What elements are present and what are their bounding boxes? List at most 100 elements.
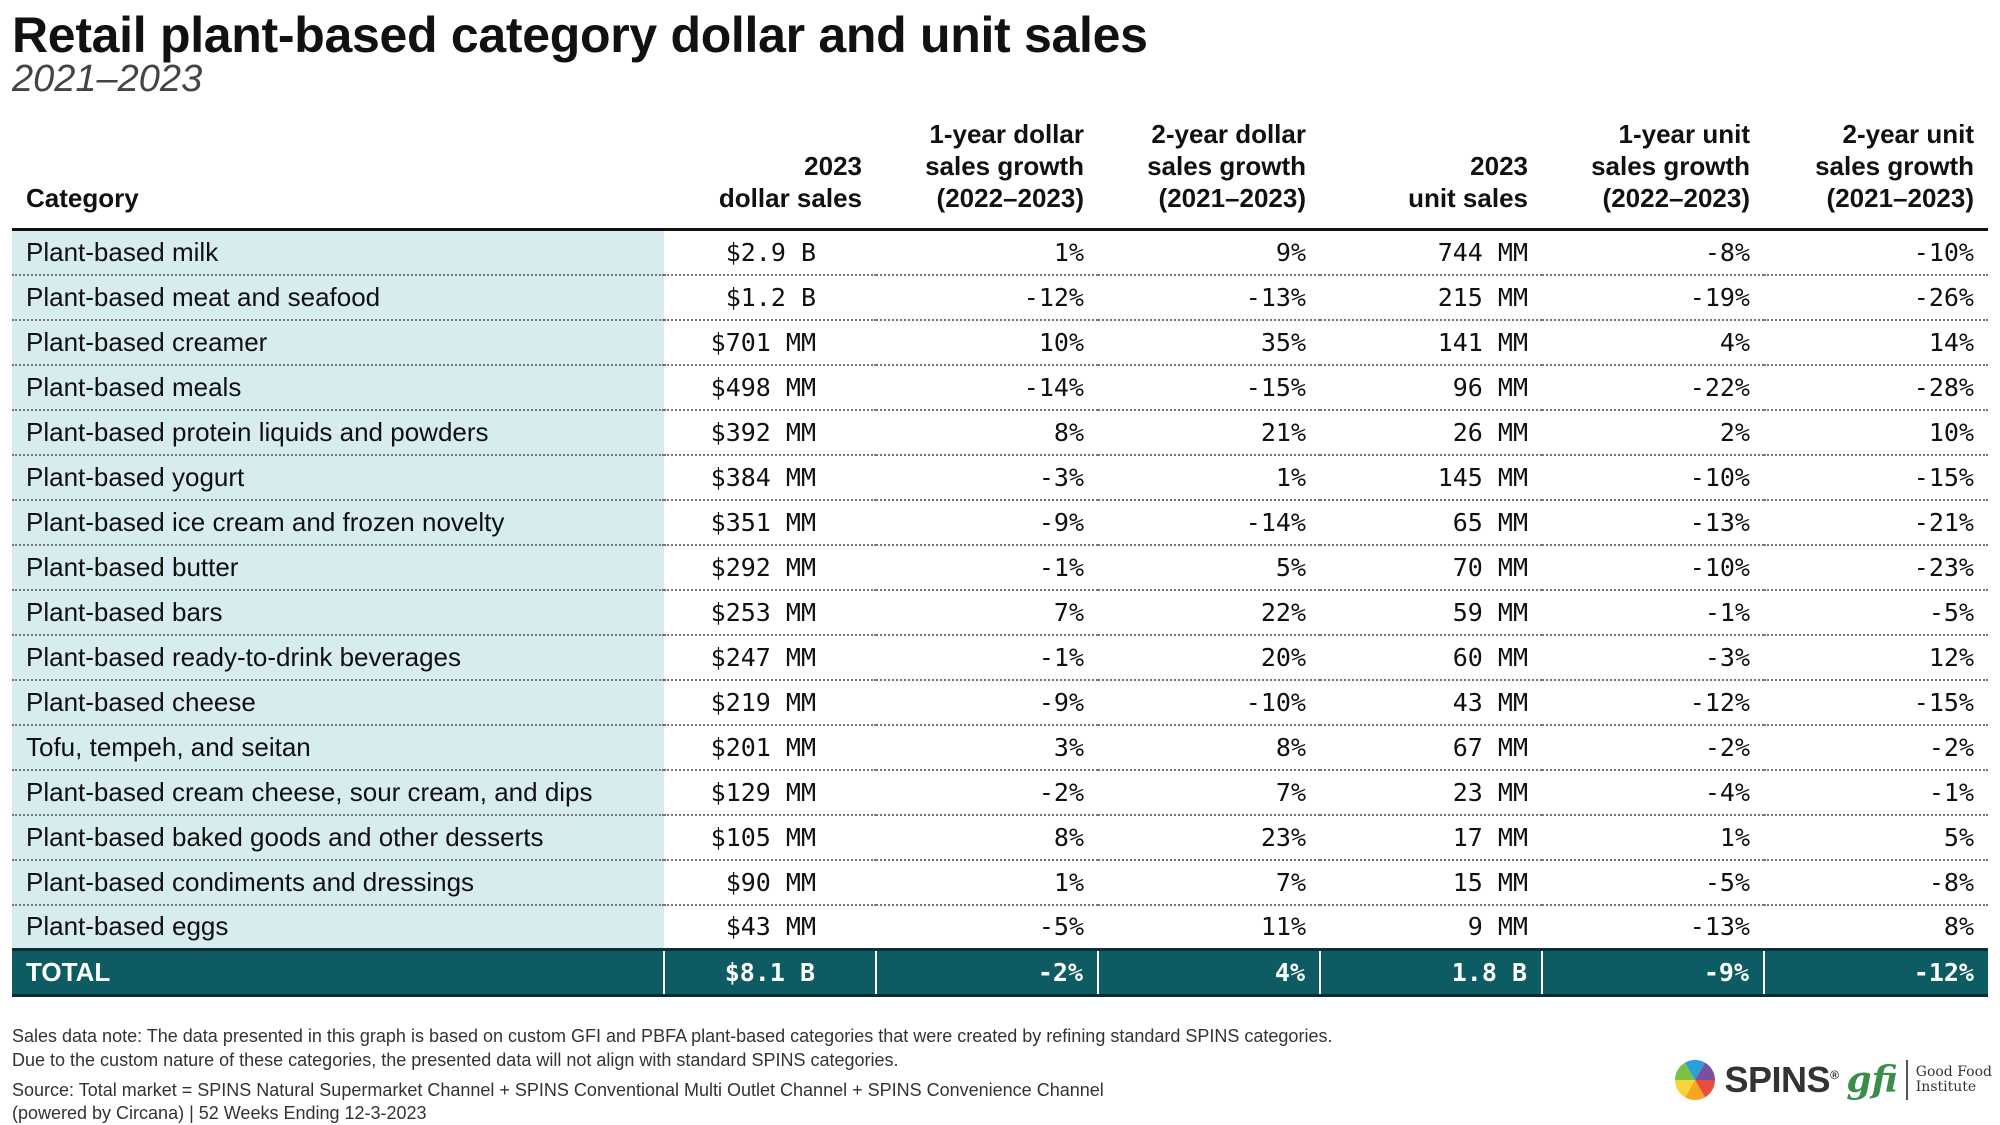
cell-dollar-growth-2yr: -14% bbox=[1098, 499, 1320, 546]
cell-dollar-growth-1yr: -5% bbox=[876, 904, 1098, 951]
cell-dollar-sales-2023: $292 MM bbox=[664, 544, 876, 591]
table-body: Plant-based milk $2.9 B 1% 9% 744 MM -8% -10% P… bbox=[12, 229, 1988, 997]
cell-category: Plant-based milk bbox=[12, 229, 664, 276]
cell-dollar-sales-2023: $8.1 B bbox=[664, 948, 877, 997]
cell-dollar-sales-2023: $498 MM bbox=[664, 364, 876, 411]
gfi-logo-text: gfi bbox=[1846, 1059, 1898, 1101]
cell-unit-sales-2023: 141 MM bbox=[1320, 319, 1542, 366]
column-header-category: Category bbox=[12, 118, 664, 231]
cell-dollar-growth-2yr: -13% bbox=[1098, 274, 1320, 321]
cell-category: Plant-based baked goods and other desser… bbox=[12, 814, 664, 861]
cell-dollar-growth-1yr: -9% bbox=[876, 679, 1098, 726]
cell-unit-sales-2023: 70 MM bbox=[1320, 544, 1542, 591]
sales-data-note-line-1: Sales data note: The data presented in t… bbox=[12, 1026, 1333, 1046]
cell-dollar-growth-2yr: 5% bbox=[1098, 544, 1320, 591]
cell-category: Plant-based meals bbox=[12, 364, 664, 411]
spins-mark-segment bbox=[1674, 1062, 1695, 1080]
cell-category: Plant-based ice cream and frozen novelty bbox=[12, 499, 664, 546]
cell-unit-growth-2yr: 8% bbox=[1764, 904, 1988, 951]
cell-unit-sales-2023: 26 MM bbox=[1320, 409, 1542, 456]
table-row: Plant-based ready-to-drink beverages $247… bbox=[12, 634, 1988, 681]
cell-unit-sales-2023: 1.8 B bbox=[1320, 948, 1543, 997]
cell-dollar-growth-2yr: 4% bbox=[1098, 948, 1321, 997]
cell-unit-growth-1yr: -5% bbox=[1542, 859, 1764, 906]
cell-category: Plant-based meat and seafood bbox=[12, 274, 664, 321]
cell-unit-growth-1yr: -19% bbox=[1542, 274, 1764, 321]
cell-unit-growth-2yr: -26% bbox=[1764, 274, 1988, 321]
cell-unit-growth-2yr: -2% bbox=[1764, 724, 1988, 771]
cell-unit-growth-2yr: -12% bbox=[1764, 948, 1988, 997]
cell-unit-growth-2yr: -21% bbox=[1764, 499, 1988, 546]
cell-dollar-growth-1yr: -9% bbox=[876, 499, 1098, 546]
cell-unit-sales-2023: 65 MM bbox=[1320, 499, 1542, 546]
cell-unit-growth-1yr: -13% bbox=[1542, 904, 1764, 951]
cell-unit-growth-1yr: 4% bbox=[1542, 319, 1764, 366]
cell-dollar-sales-2023: $201 MM bbox=[664, 724, 876, 771]
cell-unit-growth-1yr: -1% bbox=[1542, 589, 1764, 636]
cell-dollar-sales-2023: $129 MM bbox=[664, 769, 876, 816]
spins-mark-segment bbox=[1694, 1080, 1715, 1098]
spins-mark-segment bbox=[1674, 1080, 1695, 1098]
cell-dollar-growth-1yr: -2% bbox=[876, 769, 1098, 816]
cell-unit-sales-2023: 17 MM bbox=[1320, 814, 1542, 861]
cell-dollar-sales-2023: $105 MM bbox=[664, 814, 876, 861]
table-row: Plant-based meals $498 MM -14% -15% 96 MM -22… bbox=[12, 364, 1988, 411]
cell-dollar-growth-2yr: -10% bbox=[1098, 679, 1320, 726]
sales-data-note-line-2: Due to the custom nature of these catego… bbox=[12, 1050, 899, 1070]
table-row: Plant-based butter $292 MM -1% 5% 70 MM -10% -… bbox=[12, 544, 1988, 591]
cell-unit-growth-2yr: -5% bbox=[1764, 589, 1988, 636]
cell-dollar-growth-1yr: 7% bbox=[876, 589, 1098, 636]
cell-unit-sales-2023: 15 MM bbox=[1320, 859, 1542, 906]
table-row: Plant-based cream cheese, sour cream, an… bbox=[12, 769, 1988, 816]
column-header-dollar-growth-1yr: 1-year dollar sales growth (2022–2023) bbox=[876, 118, 1098, 231]
table-row: Plant-based bars $253 MM 7% 22% 59 MM -1% -5% bbox=[12, 589, 1988, 636]
table-row: Plant-based yogurt $384 MM -3% 1% 145 MM -10%… bbox=[12, 454, 1988, 501]
column-header-unit-growth-1yr: 1-year unit sales growth (2022–2023) bbox=[1542, 118, 1764, 231]
cell-dollar-growth-1yr: 3% bbox=[876, 724, 1098, 771]
cell-dollar-sales-2023: $247 MM bbox=[664, 634, 876, 681]
cell-dollar-growth-1yr: 8% bbox=[876, 814, 1098, 861]
cell-dollar-sales-2023: $384 MM bbox=[664, 454, 876, 501]
cell-dollar-sales-2023: $219 MM bbox=[664, 679, 876, 726]
sales-table: Category 2023 dollar sales 1-year dollar sal… bbox=[12, 118, 1988, 997]
cell-unit-sales-2023: 67 MM bbox=[1320, 724, 1542, 771]
cell-dollar-growth-1yr: -2% bbox=[876, 948, 1099, 997]
cell-unit-sales-2023: 744 MM bbox=[1320, 229, 1542, 276]
table-header-row: Category 2023 dollar sales 1-year dollar sal… bbox=[12, 118, 1988, 231]
table-row: Plant-based creamer $701 MM 10% 35% 141 MM 4%… bbox=[12, 319, 1988, 366]
cell-dollar-sales-2023: $2.9 B bbox=[664, 229, 876, 276]
chart-title: Retail plant-based category dollar and u… bbox=[12, 7, 1148, 63]
table-row: Plant-based protein liquids and powders $… bbox=[12, 409, 1988, 456]
spins-mark-segment bbox=[1684, 1080, 1705, 1100]
cell-dollar-growth-2yr: 35% bbox=[1098, 319, 1320, 366]
table-row: Plant-based meat and seafood $1.2 B -12% -1… bbox=[12, 274, 1988, 321]
cell-category: Plant-based protein liquids and powders bbox=[12, 409, 664, 456]
table-row: Plant-based eggs $43 MM -5% 11% 9 MM -13% 8% bbox=[12, 904, 1988, 951]
cell-unit-sales-2023: 9 MM bbox=[1320, 904, 1542, 951]
cell-dollar-growth-2yr: 23% bbox=[1098, 814, 1320, 861]
cell-dollar-sales-2023: $43 MM bbox=[664, 904, 876, 951]
cell-unit-growth-1yr: -10% bbox=[1542, 454, 1764, 501]
cell-dollar-growth-2yr: 21% bbox=[1098, 409, 1320, 456]
column-header-dollar-sales-2023: 2023 dollar sales bbox=[664, 118, 876, 231]
cell-category: Plant-based creamer bbox=[12, 319, 664, 366]
cell-unit-growth-2yr: -8% bbox=[1764, 859, 1988, 906]
cell-category: Plant-based yogurt bbox=[12, 454, 664, 501]
cell-unit-growth-2yr: -15% bbox=[1764, 454, 1988, 501]
cell-unit-sales-2023: 145 MM bbox=[1320, 454, 1542, 501]
spins-logo-icon bbox=[1674, 1060, 1715, 1100]
cell-dollar-sales-2023: $1.2 B bbox=[664, 274, 876, 321]
cell-unit-growth-1yr: -12% bbox=[1542, 679, 1764, 726]
table-row: Plant-based baked goods and other desser… bbox=[12, 814, 1988, 861]
cell-unit-growth-1yr: -13% bbox=[1542, 499, 1764, 546]
cell-unit-sales-2023: 43 MM bbox=[1320, 679, 1542, 726]
cell-dollar-growth-1yr: -14% bbox=[876, 364, 1098, 411]
cell-dollar-growth-2yr: 7% bbox=[1098, 769, 1320, 816]
spins-logo-text: SPINS® bbox=[1724, 1059, 1839, 1100]
cell-unit-growth-1yr: -2% bbox=[1542, 724, 1764, 771]
cell-unit-growth-2yr: -15% bbox=[1764, 679, 1988, 726]
column-header-dollar-growth-2yr: 2-year dollar sales growth (2021–2023) bbox=[1098, 118, 1320, 231]
cell-unit-growth-2yr: -28% bbox=[1764, 364, 1988, 411]
cell-dollar-growth-2yr: 20% bbox=[1098, 634, 1320, 681]
gfi-logo-name: Good Food Institute bbox=[1915, 1064, 1992, 1095]
